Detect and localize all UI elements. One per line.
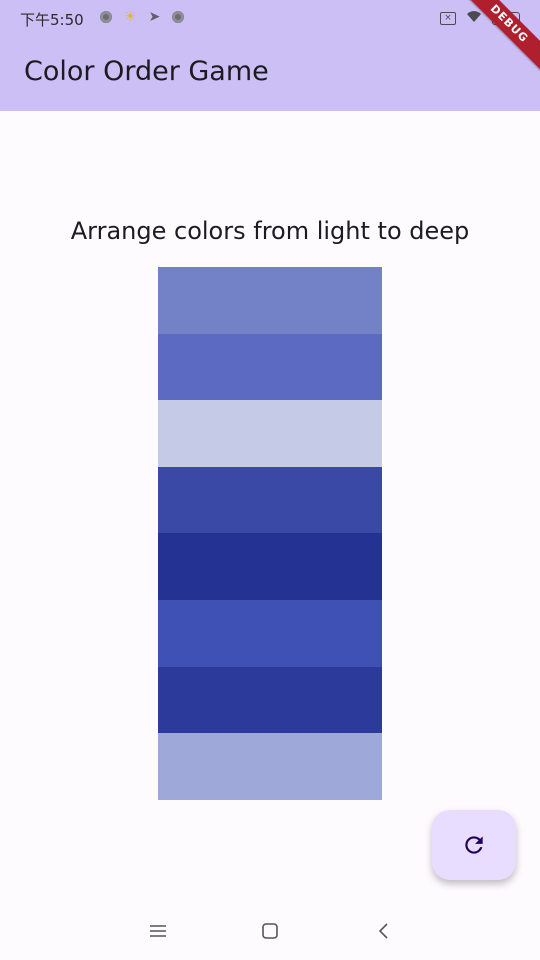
notification-dot-icon — [100, 11, 112, 23]
color-swatch[interactable] — [158, 599, 382, 667]
color-swatch[interactable] — [158, 733, 382, 800]
status-icons-left: ☀ ➤ — [100, 9, 185, 25]
status-time: 下午5:50 — [20, 11, 84, 29]
telegram-icon: ➤ — [148, 9, 161, 25]
refresh-button[interactable] — [432, 810, 516, 880]
notification-dot-icon — [172, 11, 185, 23]
color-swatch[interactable] — [158, 666, 382, 734]
color-swatch[interactable] — [158, 267, 382, 334]
color-swatch-list — [158, 267, 382, 800]
instruction-text: Arrange colors from light to deep — [70, 217, 470, 245]
sim-icon: × — [440, 11, 456, 25]
system-nav-bar — [0, 905, 540, 960]
color-swatch[interactable] — [158, 466, 382, 534]
refresh-icon — [461, 832, 487, 858]
app-header: 下午5:50 ☀ ➤ × DEBUG Color Order Game — [0, 0, 540, 111]
menu-icon[interactable] — [146, 919, 170, 943]
page-title: Color Order Game — [24, 56, 269, 87]
color-swatch[interactable] — [158, 533, 382, 600]
back-icon[interactable] — [372, 919, 396, 943]
color-swatch[interactable] — [158, 400, 382, 467]
weather-sun-icon: ☀ — [124, 9, 137, 25]
status-bar: 下午5:50 ☀ ➤ × — [0, 0, 540, 36]
color-swatch[interactable] — [158, 333, 382, 401]
wifi-icon — [466, 10, 482, 26]
home-icon[interactable] — [258, 919, 282, 943]
